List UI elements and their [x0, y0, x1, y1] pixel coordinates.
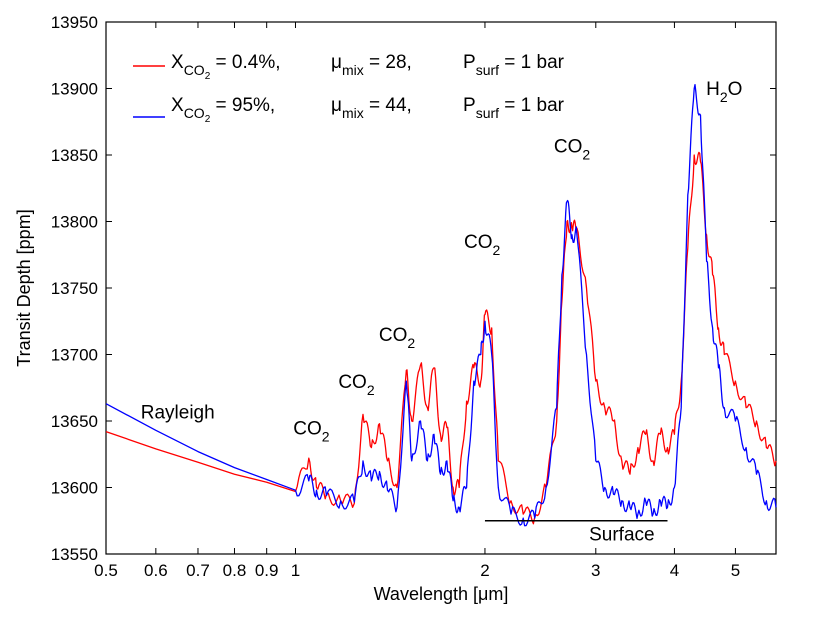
y-tick-label: 13700 [51, 346, 98, 365]
y-tick-label: 13950 [51, 13, 98, 32]
x-tick-label: 3 [591, 561, 600, 580]
annotation-label: H2O [706, 79, 742, 105]
y-axis-title: Transit Depth [ppm] [14, 209, 34, 366]
x-axis-title: Wavelength [μm] [374, 584, 509, 604]
x-tick-label: 0.5 [94, 561, 118, 580]
x-tick-label: 0.7 [186, 561, 210, 580]
x-tick-label: 4 [670, 561, 679, 580]
legend-entry-blue: XCO2 = 95%, μmix = 44, Psurf = 1 bar [171, 95, 565, 125]
y-tick-label: 13600 [51, 479, 98, 498]
y-tick-label: 13750 [51, 279, 98, 298]
x-tick-label: 5 [731, 561, 740, 580]
y-tick-label: 13650 [51, 412, 98, 431]
legend-entry-red: XCO2 = 0.4%, μmix = 28, Psurf = 1 bar [171, 52, 565, 82]
annotation-label: Rayleigh [141, 402, 215, 423]
series-line-1 [105, 83, 777, 527]
y-tick-label: 13850 [51, 146, 98, 165]
y-tick-label: 13900 [51, 80, 98, 99]
annotation-label: Surface [589, 525, 654, 546]
annotation-label: CO2 [293, 418, 330, 444]
y-tick-label: 13800 [51, 213, 98, 232]
annotation-label: CO2 [338, 372, 375, 398]
x-tick-label: 2 [480, 561, 489, 580]
series-lines [105, 83, 777, 527]
annotation-label: CO2 [379, 325, 416, 351]
y-axis-ticks: 13550 13600 13650 13700 13750 13800 13850 13900… [51, 13, 776, 564]
x-tick-label: 0.9 [255, 561, 279, 580]
annotation-label: CO2 [554, 136, 591, 162]
x-tick-label: 1 [291, 561, 300, 580]
x-tick-label: 0.8 [223, 561, 247, 580]
y-tick-label: 13550 [51, 545, 98, 564]
x-tick-label: 0.6 [144, 561, 168, 580]
annotation-label: CO2 [464, 232, 501, 258]
series-line-0 [105, 151, 777, 525]
x-axis-ticks: 0.5 0.6 0.7 0.8 0.9 1 2 3 4 5 [94, 22, 740, 580]
legend: XCO2 = 0.4%, μmix = 28, Psurf = 1 bar XC… [133, 52, 565, 125]
